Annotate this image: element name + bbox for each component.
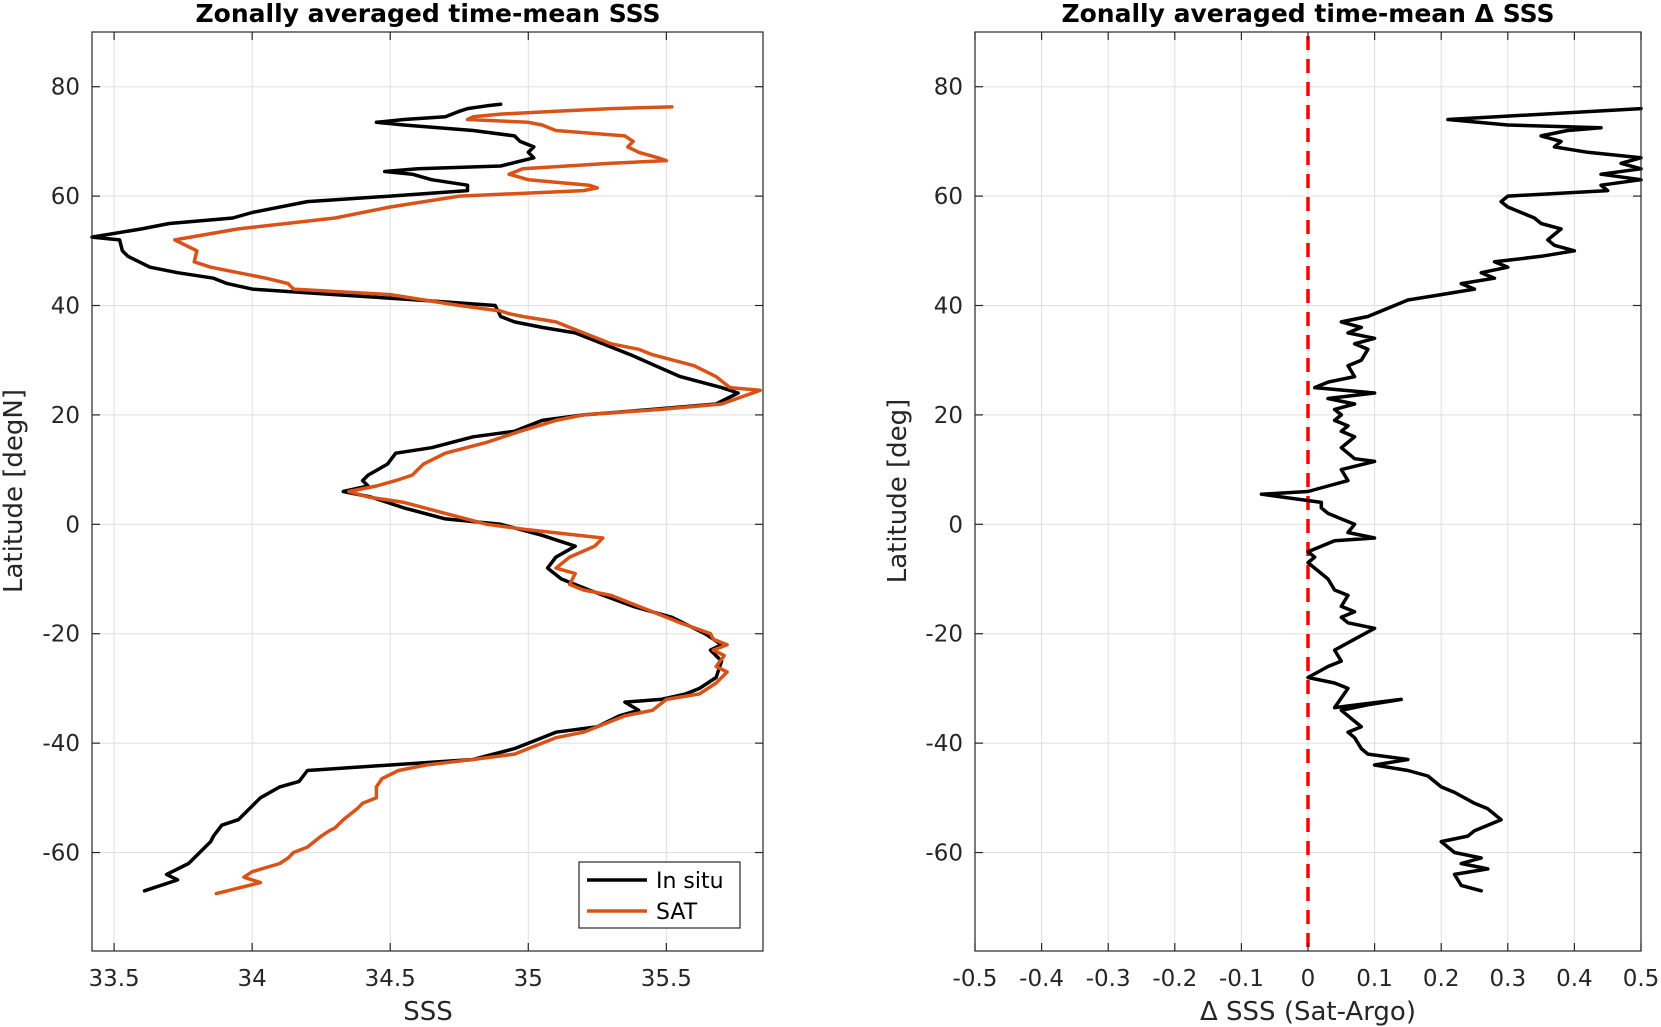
right-x-tick-label: 0.4: [1556, 966, 1593, 992]
right-series-line-delta-0: [1259, 106, 1643, 893]
right-x-tick-label: 0: [1301, 966, 1316, 992]
right-y-tick-label: 0: [948, 512, 963, 538]
left-y-tick-label: 60: [51, 184, 80, 210]
right-x-tick-label: -0.2: [1152, 966, 1197, 992]
legend-label-in-situ: In situ: [656, 869, 724, 894]
right-x-axis-label: Δ SSS (Sat-Argo): [1200, 997, 1416, 1027]
right-y-tick-label: 20: [934, 403, 963, 429]
right-x-tick-label: -0.4: [1019, 966, 1064, 992]
legend-box: [578, 861, 741, 929]
right-x-tick-label: 0.2: [1423, 966, 1460, 992]
right-panel-delta-sss: Zonally averaged time-mean Δ SSS -0.5 -0.…: [883, 0, 1659, 1027]
left-chart-title: Zonally averaged time-mean SSS: [196, 0, 661, 28]
right-y-tick-label: -60: [925, 841, 963, 867]
right-x-tick-label: 0.1: [1356, 966, 1393, 992]
right-y-tick-label: 60: [934, 184, 963, 210]
left-series-group: [90, 102, 762, 896]
left-axes-box: [91, 31, 764, 952]
left-y-tick-label: 20: [51, 403, 80, 429]
left-x-axis-label: SSS: [403, 997, 453, 1027]
left-y-axis-label: Latitude [degN]: [0, 389, 29, 593]
right-y-tick-label: 40: [934, 294, 963, 320]
right-x-tick-label: -0.3: [1086, 966, 1131, 992]
right-y-axis-label: Latitude [deg]: [883, 399, 913, 584]
left-x-tick-label: 34: [238, 966, 267, 992]
left-series-line-in-situ: [90, 102, 740, 893]
right-chart-title: Zonally averaged time-mean Δ SSS: [1062, 0, 1555, 28]
left-y-tick-label: 80: [51, 75, 80, 101]
left-y-tick-label: -60: [42, 841, 80, 867]
legend-label-sat: SAT: [656, 900, 698, 925]
left-x-tick-label: 33.5: [88, 966, 139, 992]
right-series-group: [1259, 36, 1643, 951]
left-x-tick-label: 34.5: [365, 966, 416, 992]
left-y-tick-label: -40: [42, 731, 80, 757]
left-tick-group: 33.5 34 34.5 35 35.5 -60 -40 -20 0 20 40 60 80: [42, 32, 763, 992]
right-x-tick-label: -0.5: [953, 966, 998, 992]
left-series-line-sat: [173, 105, 762, 896]
right-y-tick-label: 80: [934, 75, 963, 101]
left-panel-sss: Zonally averaged time-mean SSS 33.5 34 34.…: [0, 0, 764, 1027]
left-y-tick-label: -20: [42, 622, 80, 648]
left-y-tick-label: 0: [65, 512, 80, 538]
right-tick-group: -0.5 -0.4 -0.3 -0.2 -0.1 0 0.1 0.2 0.3 0.4 0.5 -60 -…: [925, 32, 1659, 992]
left-x-tick-label: 35.5: [641, 966, 692, 992]
legend: In situ SAT: [578, 861, 741, 929]
right-y-tick-label: -40: [925, 731, 963, 757]
right-x-tick-label: -0.1: [1219, 966, 1264, 992]
right-y-tick-label: -20: [925, 622, 963, 648]
left-grid: [92, 32, 763, 951]
right-x-tick-label: 0.3: [1490, 966, 1527, 992]
left-x-tick-label: 35: [514, 966, 543, 992]
left-y-tick-label: 40: [51, 294, 80, 320]
right-x-tick-label: 0.5: [1623, 966, 1660, 992]
